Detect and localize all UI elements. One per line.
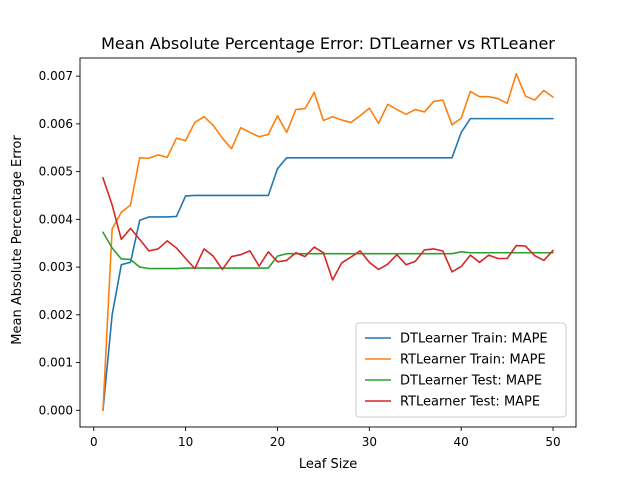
chart-title: Mean Absolute Percentage Error: DTLearne… [101, 34, 555, 53]
legend-label: DTLearner Test: MAPE [400, 374, 542, 389]
y-tick-label: 0.005 [39, 165, 73, 179]
x-tick-label: 20 [270, 435, 285, 449]
y-tick-label: 0.001 [39, 356, 73, 370]
plot-frame [79, 57, 577, 428]
x-axis-label: Leaf Size [299, 457, 357, 472]
y-tick-label: 0.003 [39, 260, 73, 274]
series-line-4 [102, 177, 554, 281]
series-line-1 [102, 117, 554, 412]
legend-box [355, 322, 567, 418]
x-tick-label: 50 [545, 435, 560, 449]
legend-label: RTLearner Test: MAPE [400, 395, 540, 410]
y-tick-label: 0.004 [39, 212, 73, 226]
series-line-2 [102, 72, 554, 412]
x-tick-label: 10 [178, 435, 193, 449]
series-line-3 [102, 231, 554, 270]
legend-label: DTLearner Train: MAPE [400, 332, 548, 347]
y-tick-label: 0.000 [39, 403, 73, 417]
x-tick-label: 30 [362, 435, 377, 449]
plot-area: 0 10 20 30 40 50 0.000 0.001 0.002 0.003 0.004 0.00… [39, 57, 577, 449]
x-tick-label: 0 [90, 435, 98, 449]
y-tick-label: 0.006 [39, 117, 73, 131]
y-axis-label: Mean Absolute Percentage Error [10, 135, 25, 345]
y-tick-label: 0.002 [39, 308, 73, 322]
legend-label: RTLearner Train: MAPE [400, 353, 546, 368]
y-tick-label: 0.007 [39, 69, 73, 83]
legend: DTLearner Train: MAPE RTLearner Train: MA… [355, 322, 567, 418]
x-tick-label: 40 [454, 435, 469, 449]
